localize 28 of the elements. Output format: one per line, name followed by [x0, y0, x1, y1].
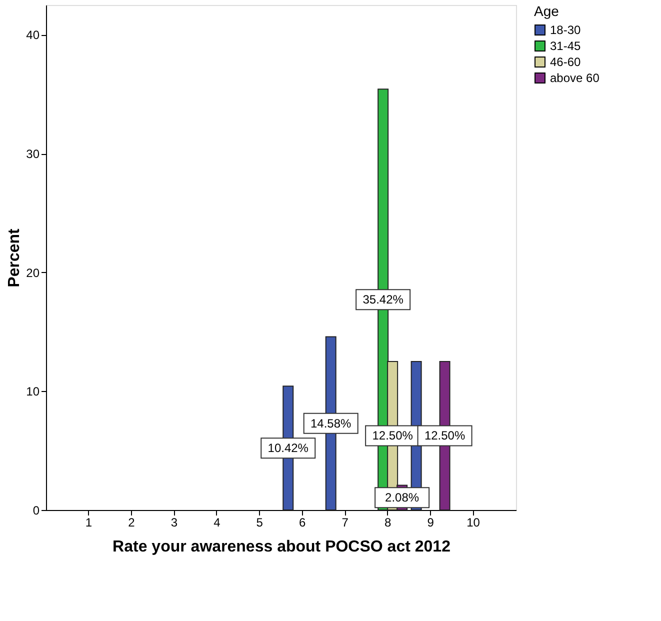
data-label: 14.58%: [310, 416, 352, 430]
x-tick-label: 4: [214, 516, 221, 530]
x-tick-label: 3: [170, 516, 178, 530]
y-tick-label: 40: [26, 28, 40, 42]
y-axis-title: Percent: [6, 228, 24, 288]
x-tick-label: 6: [299, 516, 306, 530]
x-tick-label: 10: [466, 516, 480, 530]
data-label: 12.50%: [372, 428, 414, 443]
x-tick-label: 5: [256, 516, 264, 530]
y-tick-label: 10: [26, 384, 40, 399]
x-tick-label: 7: [342, 516, 349, 530]
legend-title: Age: [534, 3, 560, 19]
x-tick-label: 2: [128, 516, 136, 530]
legend-label: 31-45: [550, 39, 582, 53]
y-tick-label: 0: [32, 504, 40, 518]
x-tick-label: 1: [85, 516, 92, 530]
data-label: 2.08%: [385, 490, 420, 505]
data-label: 10.42%: [268, 441, 309, 456]
x-tick-label: 9: [427, 516, 434, 530]
x-tick-label: 8: [384, 516, 392, 530]
x-axis-title: Rate your awareness about POCSO act 2012: [112, 538, 451, 556]
legend-label: 18-30: [550, 23, 582, 37]
y-tick-label: 30: [26, 147, 40, 162]
data-label: 35.42%: [362, 292, 404, 307]
data-label: 12.50%: [424, 428, 466, 443]
legend-label: 46-60: [550, 55, 582, 69]
legend-label: above 60: [550, 71, 600, 85]
y-tick-label: 20: [26, 266, 40, 280]
